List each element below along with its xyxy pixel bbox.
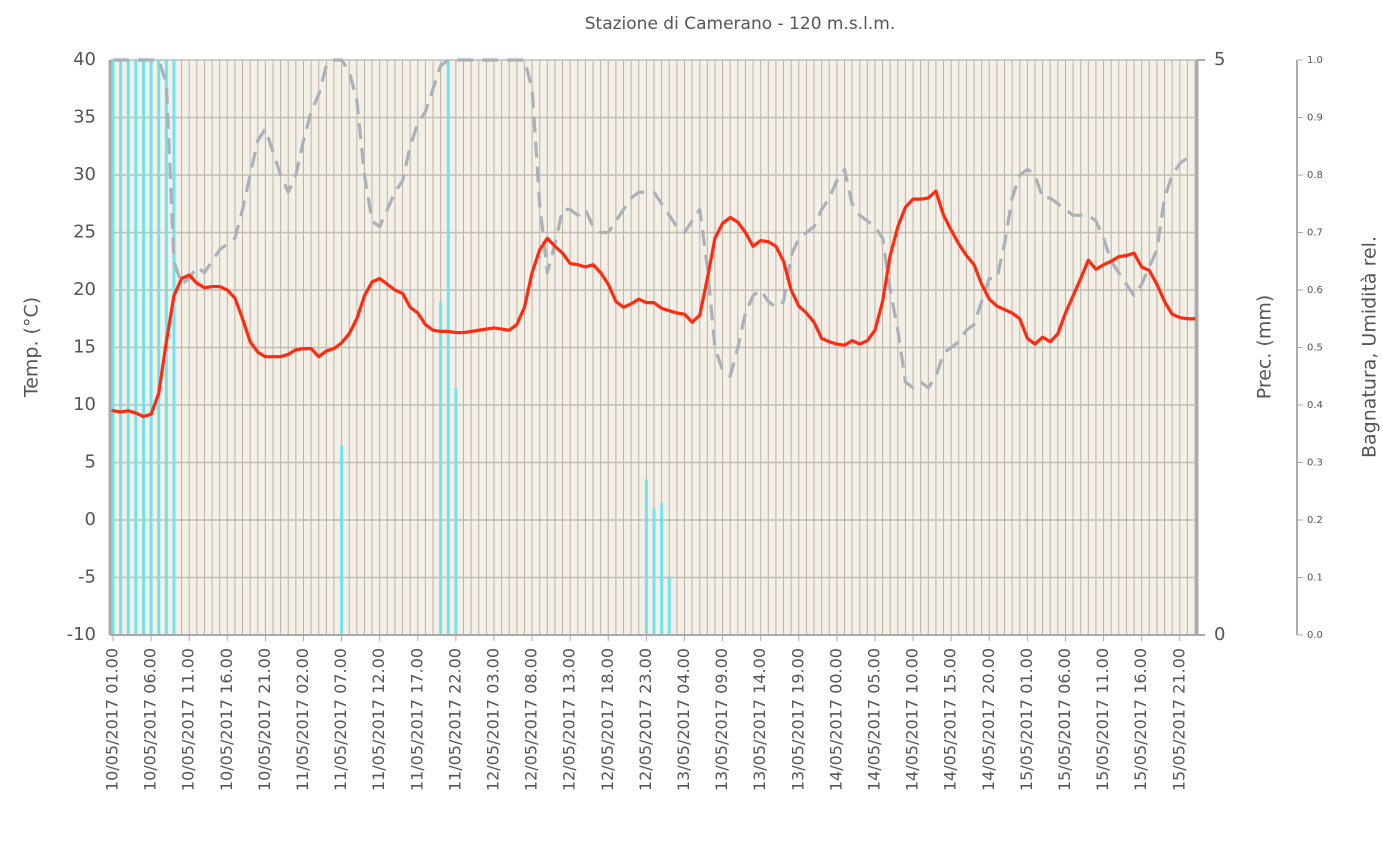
y2-tick-label: 0 [1214,624,1225,645]
y3-tick-label: 0.4 [1307,400,1323,411]
chart-title: Stazione di Camerano - 120 m.s.l.m. [585,14,895,34]
x-tick-label: 14/05/2017 20.00 [979,648,998,791]
x-tick-label: 15/05/2017 01.00 [1017,648,1036,791]
y3-tick-label: 0.9 [1307,113,1323,124]
x-tick-label: 14/05/2017 10.00 [903,648,922,791]
x-tick-label: 15/05/2017 21.00 [1169,648,1188,791]
x-tick-label: 14/05/2017 05.00 [864,648,883,791]
x-tick-label: 14/05/2017 15.00 [941,648,960,791]
x-tick-label: 11/05/2017 22.00 [445,648,464,791]
precipitation-bar [157,60,161,635]
y3-tick-label: 0.2 [1307,515,1323,526]
precipitation-bar [172,60,176,635]
x-tick-label: 14/05/2017 00.00 [826,648,845,791]
precipitation-bar [340,445,344,635]
x-tick-label: 15/05/2017 06.00 [1055,648,1074,791]
y3-tick-label: 0.5 [1307,343,1323,354]
y-tick-label: 30 [73,164,96,185]
x-tick-label: 13/05/2017 04.00 [674,648,693,791]
precipitation-bar [446,60,450,635]
y-tick-label: 35 [73,107,96,128]
precipitation-bar [111,60,115,635]
y-tick-label: 15 [73,337,96,358]
precipitation-bar [119,60,123,635]
y-tick-label: 10 [73,394,96,415]
y3-tick-label: 0.0 [1307,630,1323,641]
x-tick-label: 12/05/2017 18.00 [598,648,617,791]
temperature-line [111,189,1197,419]
y-tick-label: -5 [78,567,96,588]
x-tick-label: 13/05/2017 14.00 [750,648,769,791]
precipitation-bar [652,508,656,635]
precipitation-bar [660,502,664,635]
y3-tick-label: 0.1 [1307,573,1323,584]
x-tick-label: 12/05/2017 23.00 [636,648,655,791]
precipitation-bar [149,60,153,635]
y-tick-label: -10 [67,624,96,645]
x-tick-label: 11/05/2017 07.00 [331,648,350,791]
x-tick-label: 10/05/2017 11.00 [179,648,198,791]
precipitation-bar [134,60,138,635]
y-axis-title: Temp. (°C) [21,297,43,398]
x-tick-label: 10/05/2017 06.00 [141,648,160,791]
y3-axis-title: Bagnatura, Umidità rel. [1359,236,1381,458]
x-tick-label: 12/05/2017 13.00 [560,648,579,791]
humidity-line [113,58,1195,390]
precipitation-bar [126,60,130,635]
precipitation-bar [141,60,145,635]
x-tick-label: 13/05/2017 19.00 [788,648,807,791]
y3-tick-label: 1.0 [1307,55,1323,66]
x-tick-label: 11/05/2017 12.00 [369,648,388,791]
precipitation-bar [644,479,648,635]
y-tick-label: 5 [85,452,96,473]
y3-tick-label: 0.7 [1307,228,1323,239]
y-tick-label: 0 [85,509,96,530]
x-tick-label: 10/05/2017 01.00 [103,648,122,791]
y2-axis-title: Prec. (mm) [1254,295,1276,400]
y2-tick-label: 5 [1214,49,1225,70]
x-tick-label: 10/05/2017 21.00 [255,648,274,791]
y3-tick-label: 0.3 [1307,458,1323,469]
x-tick-label: 12/05/2017 03.00 [483,648,502,791]
y3-tick-label: 0.6 [1307,285,1323,296]
precipitation-bar [667,577,671,635]
x-tick-label: 15/05/2017 16.00 [1131,648,1150,791]
x-tick-label: 11/05/2017 02.00 [293,648,312,791]
y-tick-label: 40 [73,49,96,70]
x-tick-label: 13/05/2017 09.00 [712,648,731,791]
y-tick-label: 25 [73,222,96,243]
x-tick-label: 15/05/2017 11.00 [1093,648,1112,791]
y-tick-label: 20 [73,279,96,300]
precipitation-bar [439,301,443,635]
precipitation-bar [454,387,458,635]
x-tick-label: 12/05/2017 08.00 [522,648,541,791]
y3-tick-label: 0.8 [1307,170,1323,181]
x-tick-label: 11/05/2017 17.00 [407,648,426,791]
x-tick-label: 10/05/2017 16.00 [217,648,236,791]
